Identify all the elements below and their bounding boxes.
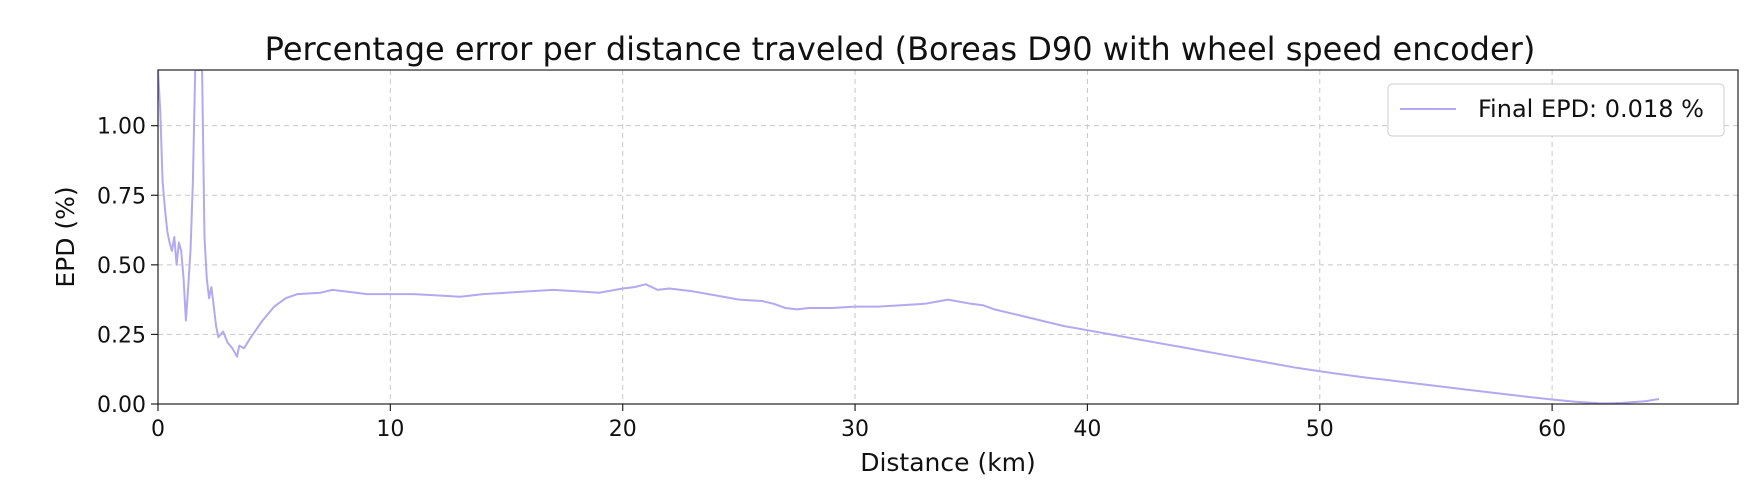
y-tick-label: 0.25 bbox=[97, 323, 146, 348]
plot-frame bbox=[157, 69, 1739, 405]
legend: Final EPD: 0.018 % bbox=[1387, 83, 1725, 137]
x-tick-label: 0 bbox=[151, 417, 165, 442]
x-tick-label: 60 bbox=[1538, 417, 1566, 442]
x-tick-label: 30 bbox=[841, 417, 869, 442]
x-tick-label: 50 bbox=[1306, 417, 1334, 442]
y-tick-label: 0.00 bbox=[97, 393, 146, 418]
series-layer bbox=[158, 70, 1660, 404]
legend-box bbox=[1387, 83, 1725, 137]
x-tick-label: 40 bbox=[1073, 417, 1101, 442]
y-axis-ticks: 0.00 0.25 0.50 0.75 1.00 bbox=[97, 115, 158, 418]
chart-title: Percentage error per distance traveled (… bbox=[265, 30, 1536, 68]
x-tick-label: 20 bbox=[609, 417, 637, 442]
y-tick-label: 0.50 bbox=[97, 254, 146, 279]
y-tick-label: 0.75 bbox=[97, 184, 146, 209]
legend-entry: Final EPD: 0.018 % bbox=[1478, 95, 1704, 123]
x-axis-label: Distance (km) bbox=[860, 448, 1036, 477]
x-tick-label: 10 bbox=[376, 417, 404, 442]
series-line bbox=[158, 70, 1660, 404]
y-tick-label: 1.00 bbox=[97, 115, 146, 140]
x-axis-ticks: 0 10 20 30 40 50 60 bbox=[151, 404, 1566, 442]
y-axis-label: EPD (%) bbox=[51, 186, 80, 287]
